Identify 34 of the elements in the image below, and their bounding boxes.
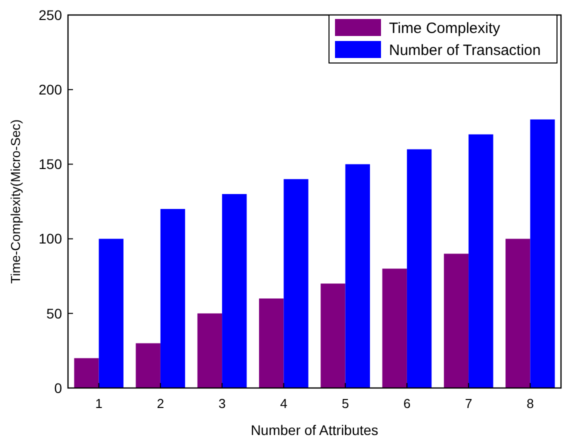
- y-tick-label: 100: [38, 230, 62, 247]
- bar: [468, 134, 494, 388]
- bar: [98, 238, 124, 388]
- y-tick-label: 0: [54, 380, 62, 396]
- x-tick-label: 6: [403, 396, 411, 411]
- bar: [382, 268, 407, 388]
- bar: [320, 284, 346, 388]
- y-tick-label: 50: [46, 305, 62, 322]
- legend-label: Number of Transaction: [389, 42, 541, 59]
- x-tick-label: 3: [218, 396, 226, 411]
- y-tick-label: 250: [38, 6, 62, 23]
- bar: [530, 119, 555, 388]
- y-tick-label: 150: [38, 156, 62, 172]
- x-tick-label: 2: [156, 396, 164, 411]
- bar: [284, 179, 308, 388]
- x-tick-label: 8: [526, 396, 534, 411]
- y-axis-title: Time-Complexity(Micro-Sec): [8, 119, 23, 284]
- bar: [259, 298, 284, 388]
- legend-label: Time Complexity: [389, 20, 501, 37]
- y-tick-label: 200: [38, 82, 62, 98]
- bar: [444, 254, 469, 388]
- bar: [345, 164, 370, 388]
- bar: [506, 238, 530, 388]
- bar: [197, 313, 222, 388]
- bar: [160, 208, 186, 388]
- bar: [74, 358, 99, 388]
- x-tick-label: 4: [280, 396, 288, 411]
- bar: [222, 194, 247, 388]
- bar: [406, 149, 432, 388]
- x-tick-label: 1: [95, 396, 102, 411]
- bar: [136, 343, 160, 388]
- x-tick-label: 7: [464, 396, 472, 411]
- x-axis-title: Number of Attributes: [250, 422, 378, 438]
- x-tick-label: 5: [342, 396, 349, 411]
